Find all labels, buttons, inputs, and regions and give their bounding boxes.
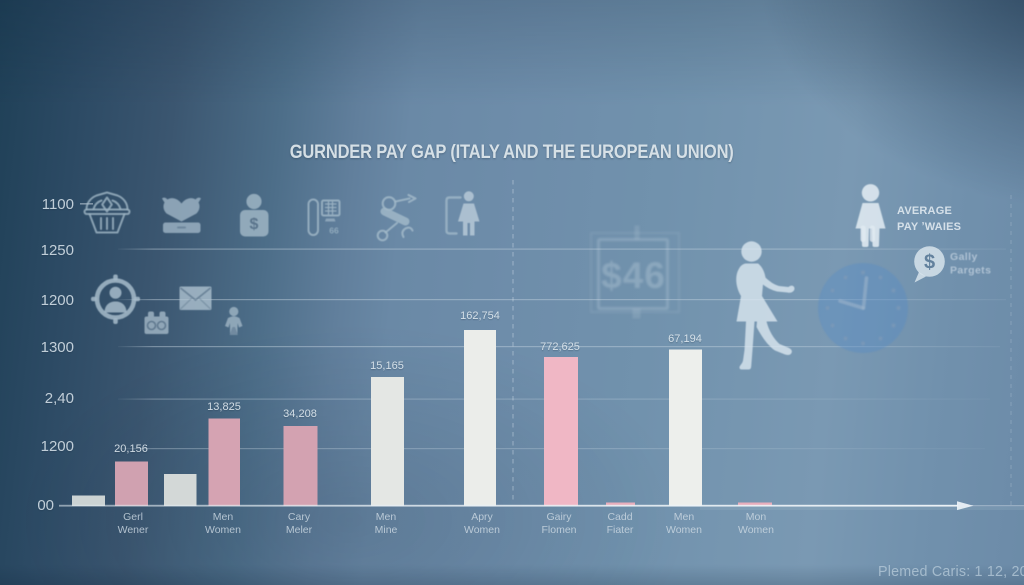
svg-text:$: $ xyxy=(924,252,935,274)
svg-text:66: 66 xyxy=(329,226,339,236)
svg-text:$: $ xyxy=(250,216,259,233)
svg-text:AVERAGE: AVERAGE xyxy=(897,205,952,217)
svg-text:Pargets: Pargets xyxy=(950,265,991,277)
svg-text:$46: $46 xyxy=(601,255,666,296)
svg-text:Gally: Gally xyxy=(950,251,978,263)
svg-text:PAY ʼWAIES: PAY ʼWAIES xyxy=(897,221,961,233)
